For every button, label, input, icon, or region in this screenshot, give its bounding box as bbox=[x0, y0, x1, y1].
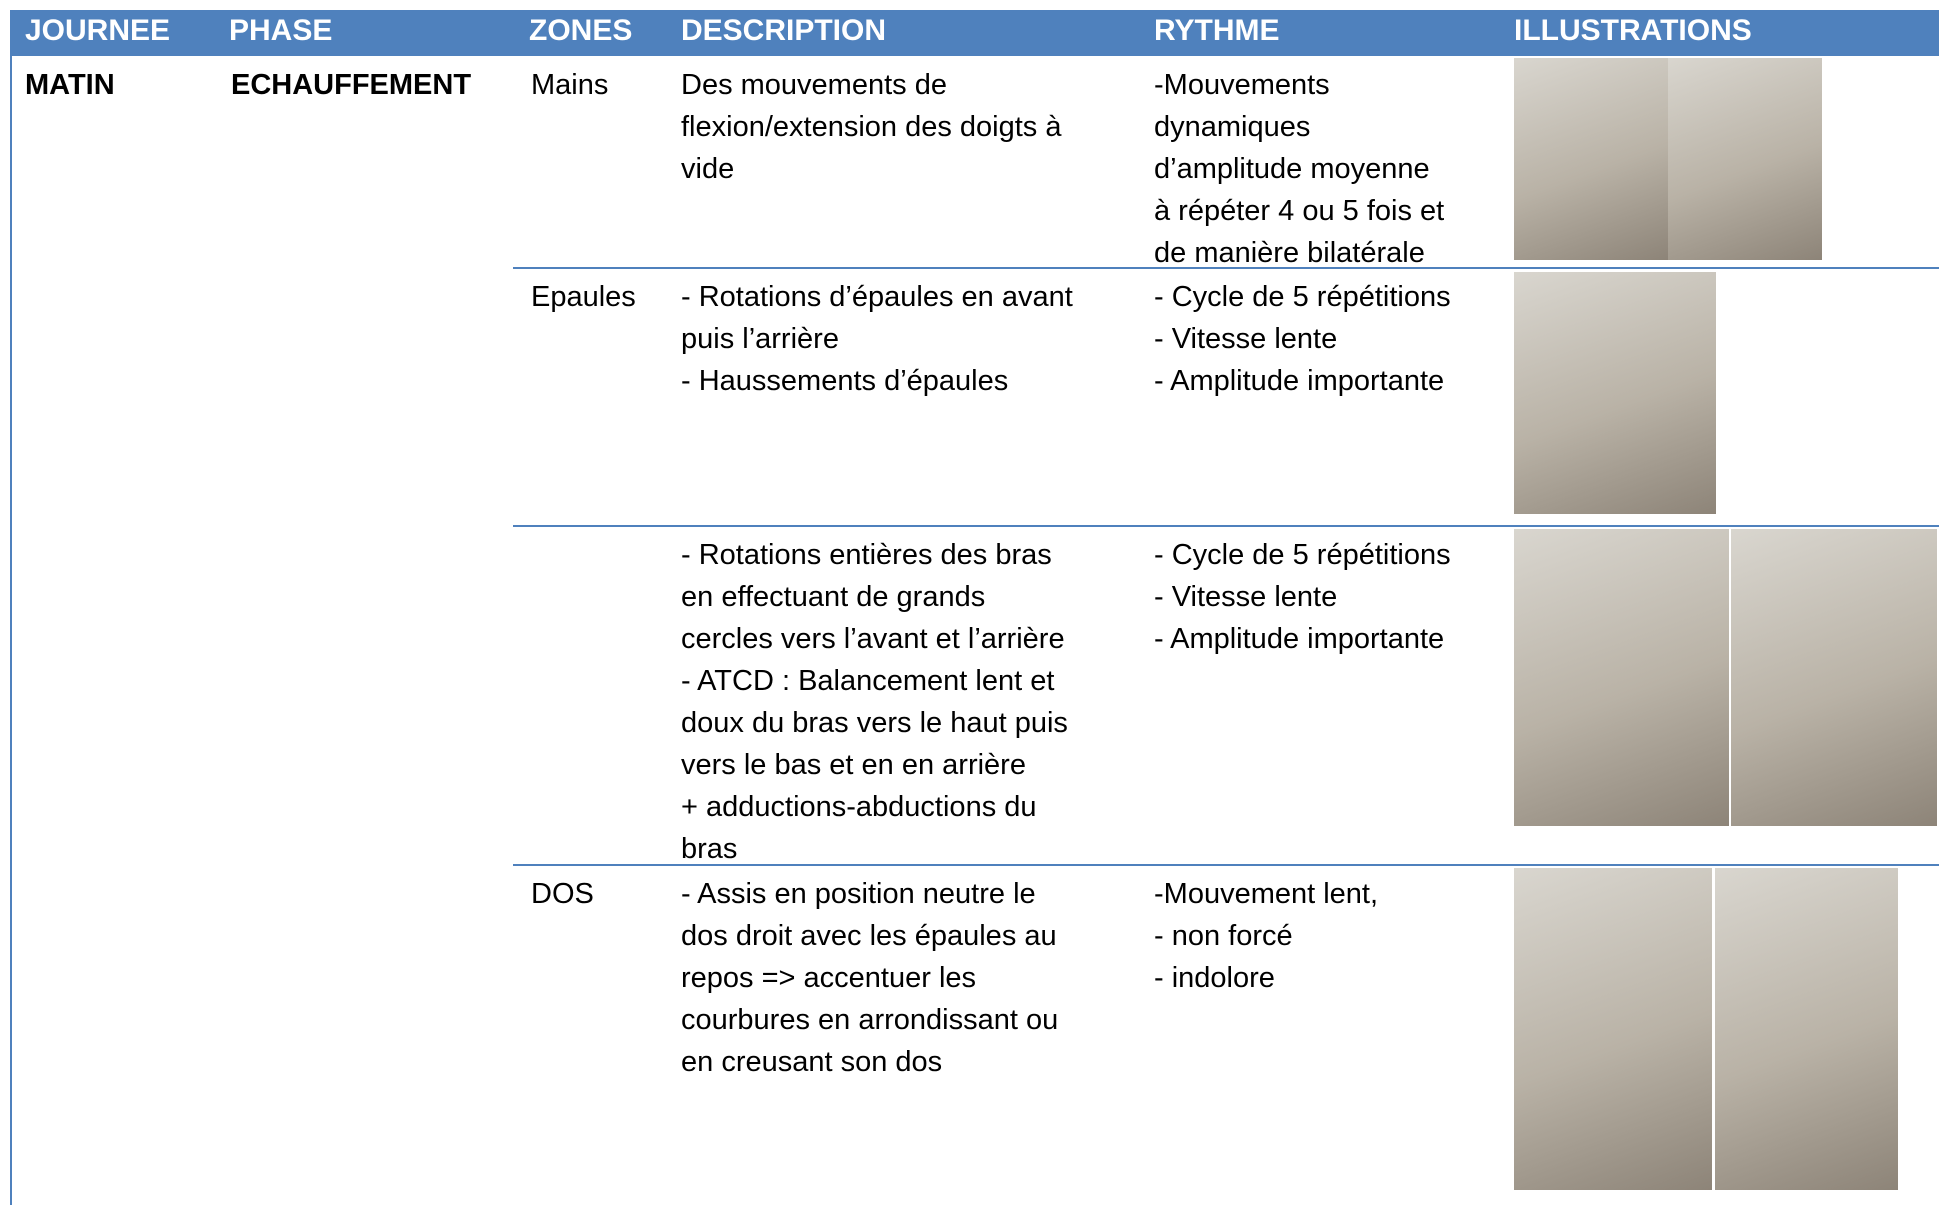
description-line: doux du bras vers le haut puis bbox=[681, 707, 1068, 739]
rythme-line: - Amplitude importante bbox=[1154, 365, 1445, 397]
left-border bbox=[10, 56, 12, 1205]
description-line: - Haussements d’épaules bbox=[681, 365, 1009, 397]
description-line: en creusant son dos bbox=[681, 1046, 943, 1078]
description-line: Des mouvements de bbox=[681, 69, 947, 101]
row-separator bbox=[513, 864, 1939, 866]
rythme-line: dynamiques bbox=[1154, 111, 1311, 143]
header-cell: DESCRIPTION bbox=[681, 14, 887, 47]
description-line: - ATCD : Balancement lent et bbox=[681, 665, 1055, 697]
description-line: repos => accentuer les bbox=[681, 962, 977, 994]
illustration-photo bbox=[1514, 529, 1729, 826]
header-bar bbox=[10, 10, 1939, 56]
rythme-line: - Amplitude importante bbox=[1154, 623, 1445, 655]
description-line: - Rotations entières des bras bbox=[681, 539, 1052, 571]
rythme-line: - Vitesse lente bbox=[1154, 323, 1338, 355]
zone: DOS bbox=[531, 878, 594, 910]
description-line: courbures en arrondissant ou bbox=[681, 1004, 1059, 1036]
description-line: + adductions-abductions du bbox=[681, 791, 1037, 823]
header-cell: ZONES bbox=[529, 14, 633, 47]
rythme-line: - Cycle de 5 répétitions bbox=[1154, 539, 1451, 571]
rythme-line: d’amplitude moyenne bbox=[1154, 153, 1430, 185]
illustration-photo bbox=[1668, 58, 1822, 260]
illustration-photo bbox=[1514, 868, 1712, 1190]
illustration-photo bbox=[1514, 272, 1716, 514]
rythme-line: -Mouvements bbox=[1154, 69, 1330, 101]
rythme-line: de manière bilatérale bbox=[1154, 237, 1425, 269]
description-line: vide bbox=[681, 153, 735, 185]
zone: Epaules bbox=[531, 281, 636, 313]
description-line: dos droit avec les épaules au bbox=[681, 920, 1057, 952]
description-line: - Assis en position neutre le bbox=[681, 878, 1036, 910]
header-cell: PHASE bbox=[229, 14, 333, 47]
header-cell: JOURNEE bbox=[25, 14, 171, 47]
description-line: flexion/extension des doigts à bbox=[681, 111, 1062, 143]
rythme-line: à répéter 4 ou 5 fois et bbox=[1154, 195, 1445, 227]
rythme-line: -Mouvement lent, bbox=[1154, 878, 1379, 910]
description-line: en effectuant de grands bbox=[681, 581, 986, 613]
rythme-line: - Vitesse lente bbox=[1154, 581, 1338, 613]
illustration-photo bbox=[1731, 529, 1937, 826]
description-line: - Rotations d’épaules en avant bbox=[681, 281, 1073, 313]
description-line: bras bbox=[681, 833, 738, 865]
row-separator bbox=[513, 267, 1939, 269]
journee: MATIN bbox=[25, 69, 115, 101]
rythme-line: - non forcé bbox=[1154, 920, 1293, 952]
row-separator bbox=[513, 525, 1939, 527]
header-cell: ILLUSTRATIONS bbox=[1514, 14, 1752, 47]
phase: ECHAUFFEMENT bbox=[231, 69, 472, 101]
header-cell: RYTHME bbox=[1154, 14, 1280, 47]
zone: Mains bbox=[531, 69, 609, 101]
illustration-photo bbox=[1514, 58, 1668, 260]
rythme-line: - indolore bbox=[1154, 962, 1275, 994]
description-line: cercles vers l’avant et l’arrière bbox=[681, 623, 1065, 655]
description-line: vers le bas et en en arrière bbox=[681, 749, 1026, 781]
description-line: puis l’arrière bbox=[681, 323, 839, 355]
rythme-line: - Cycle de 5 répétitions bbox=[1154, 281, 1451, 313]
illustration-photo bbox=[1715, 868, 1898, 1190]
